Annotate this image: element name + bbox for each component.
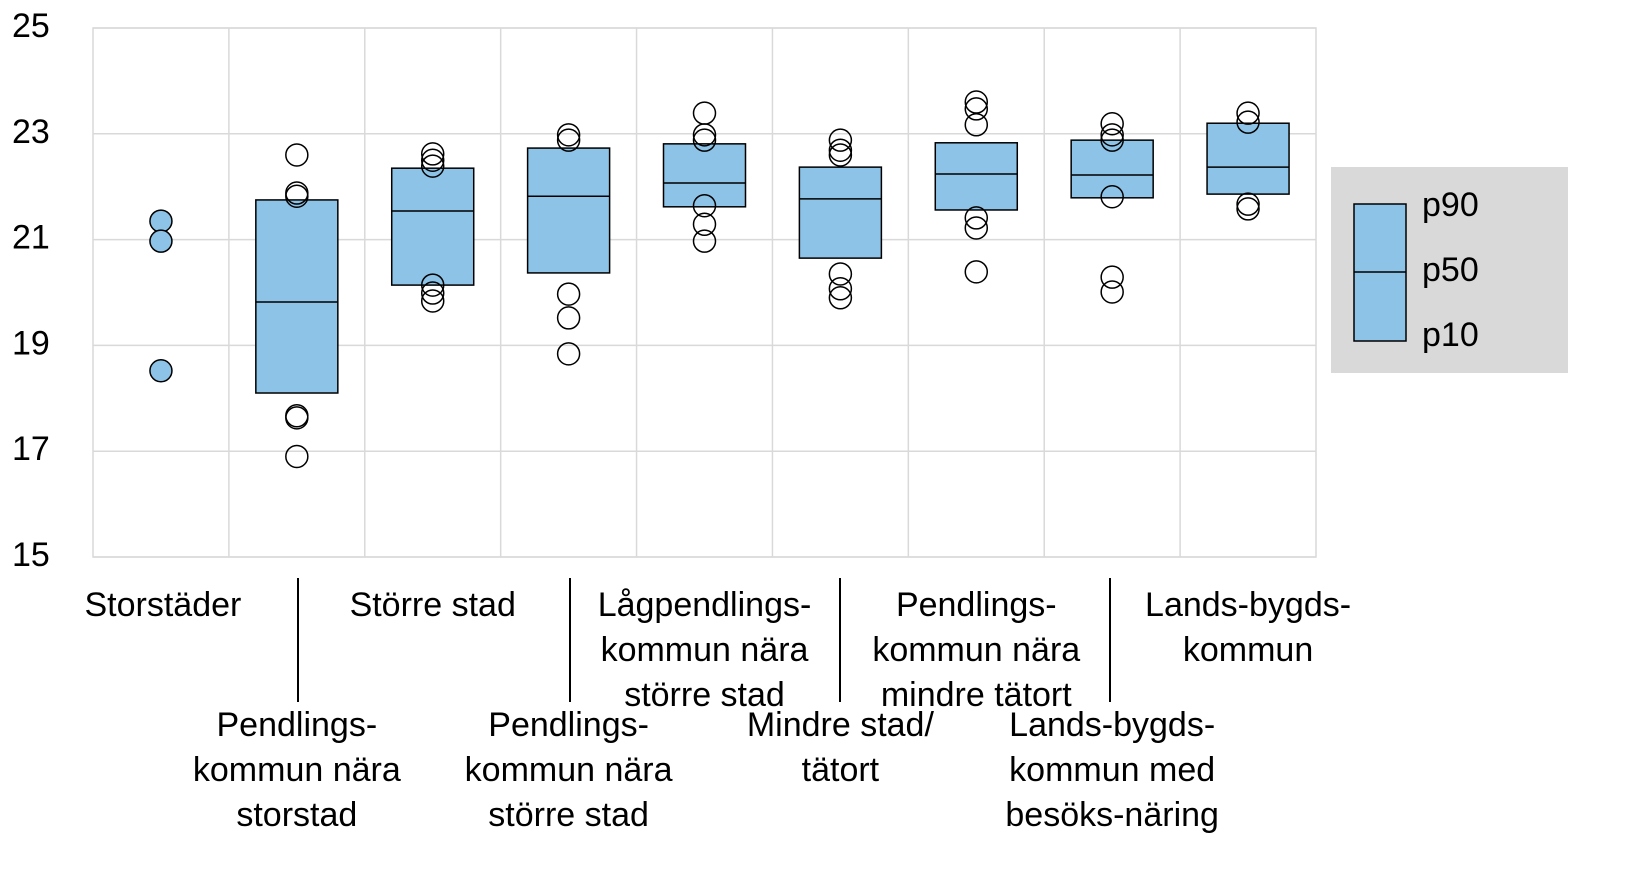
x-tick-label: kommun [1183, 631, 1313, 669]
y-tick-label: 21 [12, 219, 50, 257]
box [526, 147, 611, 274]
point [285, 143, 309, 167]
x-tick-label: Mindre stad/ [747, 706, 935, 744]
x-tick-label: mindre tätort [881, 676, 1072, 714]
x-tick-label: kommun nära [465, 751, 673, 789]
point [692, 123, 717, 147]
box [1206, 122, 1290, 195]
x-tick-label: större stad [624, 676, 785, 714]
point [556, 128, 581, 152]
x-tick-label: Pendlings- [896, 586, 1057, 624]
plot-border [92, 27, 1317, 558]
point [1236, 192, 1260, 216]
point [828, 138, 853, 162]
x-tick-label: kommun nära [601, 631, 809, 669]
point [828, 128, 853, 152]
point [1236, 197, 1260, 221]
point [1100, 280, 1124, 304]
point [556, 342, 581, 366]
y-tick-label: 25 [12, 7, 50, 45]
point [692, 193, 717, 218]
x-tick-label: kommun nära [193, 751, 401, 789]
point [149, 229, 173, 253]
point [556, 123, 581, 147]
point [828, 277, 853, 301]
point [149, 359, 173, 383]
x-tick-label: Större stad [350, 586, 516, 624]
point [420, 281, 445, 305]
x-tick-label: kommun nära [872, 631, 1080, 669]
point [420, 154, 445, 178]
x-tick-label: Pendlings- [217, 706, 378, 744]
x-tick-label: Lands-bygds- [1009, 706, 1215, 744]
box [662, 143, 747, 208]
point [285, 184, 309, 208]
point [420, 273, 445, 297]
point [1100, 128, 1124, 152]
x-tick-label: tätort [802, 751, 880, 789]
point [1100, 111, 1124, 136]
point [828, 143, 853, 167]
box [390, 167, 475, 286]
x-tick-label: besöks-näring [1005, 796, 1219, 834]
y-tick-label: 15 [12, 536, 50, 574]
legend-label: p50 [1422, 251, 1479, 289]
point [420, 142, 445, 166]
point [692, 212, 717, 237]
point [285, 406, 309, 430]
y-tick-label: 19 [12, 324, 50, 362]
box [934, 142, 1019, 211]
x-tick-label: Lands-bygds- [1145, 586, 1351, 624]
x-tick-label: Storstäder [85, 586, 242, 624]
point [828, 286, 853, 310]
point [692, 128, 717, 152]
box [798, 166, 883, 259]
point [964, 97, 989, 121]
x-tick-label: kommun med [1009, 751, 1215, 789]
point [828, 262, 853, 286]
point [420, 289, 445, 313]
point [556, 306, 581, 330]
point [692, 229, 717, 253]
x-tick-label: större stad [488, 796, 649, 834]
point [1236, 110, 1260, 134]
point [285, 444, 309, 469]
y-tick-label: 17 [12, 430, 50, 468]
y-tick-label: 23 [12, 113, 50, 151]
point [1100, 265, 1124, 289]
x-tick-label: Lågpendlings- [598, 586, 812, 624]
box [1070, 139, 1154, 199]
point [285, 404, 309, 428]
point [1236, 101, 1260, 125]
point [964, 206, 989, 230]
x-tick-label: Pendlings- [488, 706, 649, 744]
box [255, 199, 339, 394]
point [964, 216, 989, 240]
point [964, 260, 989, 284]
point [1100, 123, 1124, 147]
point [420, 148, 445, 172]
legend-label: p90 [1422, 186, 1479, 224]
point [149, 209, 173, 233]
legend-label: p10 [1422, 316, 1479, 354]
point [692, 101, 717, 125]
point [1100, 185, 1124, 209]
point [556, 282, 581, 306]
point [964, 113, 989, 137]
x-tick-label: storstad [236, 796, 357, 834]
